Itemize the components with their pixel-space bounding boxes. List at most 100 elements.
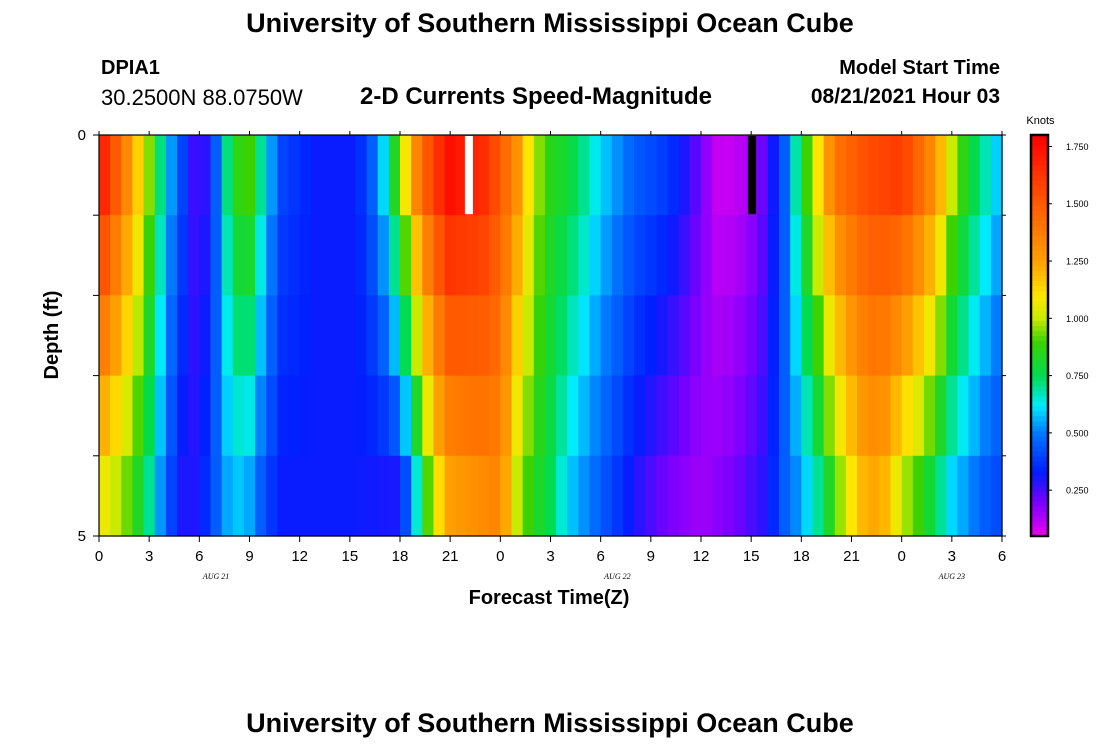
heatmap-cell <box>957 215 970 296</box>
heatmap-cell <box>221 375 234 457</box>
heatmap-cell <box>400 455 412 537</box>
heatmap-cell <box>689 455 702 537</box>
colorbar-step <box>1031 455 1048 462</box>
heatmap-cell <box>177 375 189 457</box>
heatmap-cell <box>600 455 613 537</box>
heatmap-cell <box>912 215 925 296</box>
colorbar-step <box>1031 370 1048 377</box>
heatmap-cell <box>990 375 1003 457</box>
heatmap-cell <box>767 215 780 296</box>
heatmap-cell <box>979 295 992 377</box>
heatmap-cell <box>321 135 334 216</box>
colorbar-step <box>1031 380 1048 387</box>
heatmap-cell <box>868 135 880 216</box>
heatmap-cell <box>578 295 591 377</box>
heatmap-cell <box>132 135 145 216</box>
heatmap-cell <box>745 455 758 537</box>
heatmap-cell <box>611 375 624 457</box>
heatmap-cell <box>388 455 401 537</box>
heatmap-cell <box>845 375 858 457</box>
heatmap-cell <box>622 295 635 377</box>
main-title: University of Southern Mississippi Ocean… <box>246 8 854 38</box>
heatmap-cell <box>388 135 401 216</box>
heatmap-cell <box>321 295 334 377</box>
colorbar-step <box>1031 245 1048 251</box>
colorbar-step <box>1031 205 1048 211</box>
heatmap-cell <box>678 375 691 457</box>
heatmap-cell <box>634 375 646 457</box>
heatmap-cell <box>968 455 981 537</box>
heatmap-cell <box>756 295 769 377</box>
heatmap-cell <box>712 135 724 216</box>
heatmap-cell <box>310 295 323 377</box>
x-tick-label: 6 <box>195 548 203 565</box>
heatmap-cell <box>812 295 825 377</box>
heatmap-cell <box>422 295 435 377</box>
heatmap-cell <box>578 455 591 537</box>
colorbar-step <box>1031 175 1048 181</box>
heatmap-cell <box>366 455 379 537</box>
heatmap-cell <box>979 375 992 457</box>
colorbar-step <box>1031 440 1048 447</box>
heatmap-cell <box>544 375 557 457</box>
heatmap-cell <box>712 375 724 457</box>
heatmap-cell <box>834 215 847 296</box>
heatmap-cell <box>344 455 357 537</box>
heatmap-cell <box>243 295 256 377</box>
colorbar-tick-label: 1.000 <box>1066 314 1089 324</box>
colorbar-step <box>1031 295 1048 302</box>
x-tick-label: 9 <box>647 548 655 565</box>
colorbar-tick-label: 0.750 <box>1066 371 1089 381</box>
heatmap-cell <box>689 215 702 296</box>
heatmap-cell <box>500 135 513 216</box>
heatmap-cell <box>712 295 724 377</box>
heatmap-cell <box>533 295 546 377</box>
heatmap-cell <box>756 135 769 216</box>
heatmap-cell <box>834 135 847 216</box>
x-tick-label: 0 <box>496 548 504 565</box>
heatmap-cell <box>455 295 468 377</box>
heatmap-cell <box>600 215 613 296</box>
colorbar-step <box>1031 260 1048 266</box>
heatmap-cell <box>957 295 970 377</box>
heatmap-cell <box>388 375 401 457</box>
heatmap-cell <box>879 135 892 216</box>
heatmap-cell <box>400 215 412 296</box>
heatmap-cell <box>923 375 936 457</box>
heatmap-cell <box>533 135 546 216</box>
heatmap-cell <box>132 295 145 377</box>
heatmap-cell <box>946 215 959 296</box>
colorbar-step <box>1031 525 1048 532</box>
heatmap-cell <box>232 295 245 377</box>
x-axis-label: Forecast Time(Z) <box>469 587 630 609</box>
heatmap-cell <box>221 295 234 377</box>
heatmap-cell <box>901 215 914 296</box>
heatmap-cell <box>388 295 401 377</box>
heatmap-cell <box>511 215 524 296</box>
heatmap-cell <box>701 295 713 377</box>
heatmap-cell <box>299 215 312 296</box>
heatmap-cell <box>533 215 546 296</box>
colorbar-step <box>1031 165 1048 171</box>
heatmap-cell <box>377 295 390 377</box>
heatmap-cell <box>232 455 245 537</box>
heatmap-cell <box>667 295 680 377</box>
heatmap-cell <box>556 375 568 457</box>
colorbar-step <box>1031 425 1048 432</box>
heatmap-cell <box>533 375 546 457</box>
heatmap-cell <box>121 295 134 377</box>
heatmap-cell <box>990 455 1003 537</box>
heatmap-cell <box>834 375 847 457</box>
heatmap-cell <box>210 135 223 216</box>
heatmap-cell <box>823 135 836 216</box>
heatmap-cell <box>143 295 156 377</box>
heatmap-cell <box>522 295 535 377</box>
heatmap-cell <box>266 375 278 457</box>
x-tick-label: 15 <box>743 548 760 565</box>
heatmap-cell <box>656 215 669 296</box>
heatmap-cells <box>99 135 1003 537</box>
heatmap-cell <box>478 455 490 537</box>
heatmap-cell <box>533 455 546 537</box>
heatmap-cell <box>868 375 880 457</box>
heatmap-cell <box>500 375 513 457</box>
